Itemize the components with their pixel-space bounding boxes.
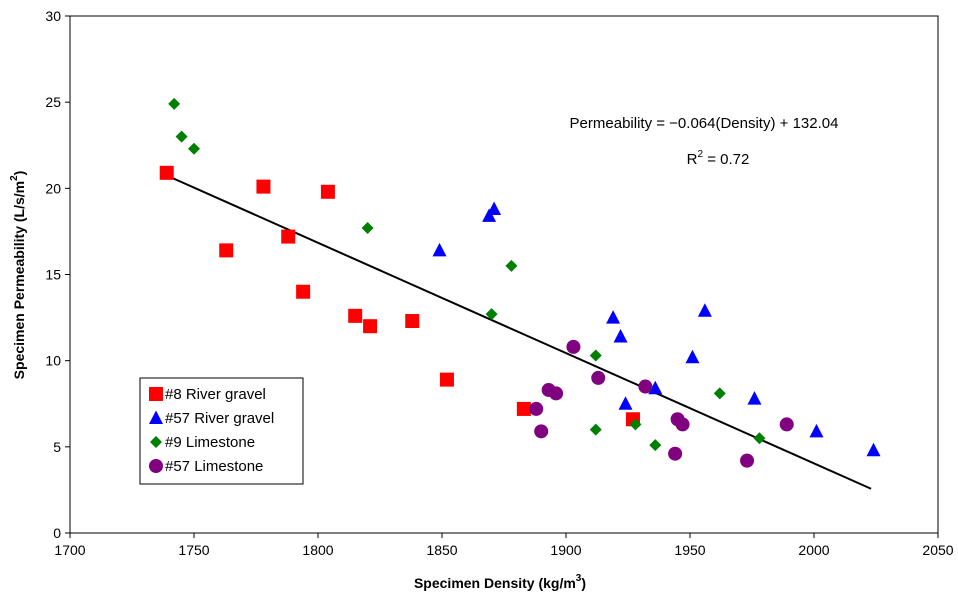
data-point [809, 423, 824, 438]
data-point [534, 424, 549, 439]
data-point [591, 370, 606, 385]
x-axis-title-tail: ) [581, 575, 586, 591]
x-tick-label: 1900 [550, 542, 581, 558]
data-point [405, 314, 420, 329]
data-point [697, 303, 712, 317]
legend-marker [149, 387, 163, 401]
data-point [613, 329, 628, 343]
data-point [175, 130, 188, 143]
legend-marker [149, 459, 163, 473]
data-point [779, 417, 794, 432]
legend-label: #8 River gravel [165, 386, 266, 403]
data-point [649, 439, 662, 452]
r-squared-prefix: R [687, 151, 698, 168]
y-axis-title-main: Specimen Permeability (L/s/m [11, 181, 27, 379]
y-axis-title-sup: 2 [9, 175, 20, 181]
data-point [675, 417, 690, 432]
data-point [740, 453, 755, 468]
legend-marker [150, 436, 162, 448]
data-point [482, 208, 497, 222]
y-tick-label: 10 [45, 353, 61, 369]
data-point [485, 308, 498, 321]
data-point [361, 221, 374, 234]
x-tick-label: 2000 [798, 542, 829, 558]
data-point [159, 165, 174, 180]
x-axis-title-sup: 3 [576, 573, 582, 584]
data-point [589, 349, 602, 362]
data-point [589, 423, 602, 436]
x-tick-label: 2050 [922, 542, 953, 558]
legend-label: #57 River gravel [165, 410, 274, 427]
data-point [566, 339, 581, 354]
data-point [296, 284, 311, 299]
data-point [516, 401, 531, 416]
x-axis-title: Specimen Density (kg/m3) [414, 573, 586, 591]
data-point [320, 184, 335, 199]
x-tick-label: 1800 [302, 542, 333, 558]
data-points [159, 97, 881, 468]
data-point [281, 229, 296, 244]
legend-marker [149, 410, 163, 424]
data-point [629, 418, 642, 431]
r-squared-sup: 2 [697, 149, 703, 160]
data-point [713, 387, 726, 400]
y-axis: 0 5 10 15 20 25 30 [45, 8, 70, 541]
legend: #8 River gravel #57 River gravel #9 Limest… [139, 377, 304, 485]
legend-label: #9 Limestone [165, 434, 255, 451]
data-point [168, 97, 181, 110]
data-point [219, 243, 234, 258]
y-tick-label: 0 [53, 525, 61, 541]
y-tick-label: 5 [53, 439, 61, 455]
data-point [439, 372, 454, 387]
x-axis: 1700 1750 1800 1850 1900 1950 2000 2050 [54, 533, 954, 558]
r-squared: R2 = 0.72 [687, 149, 750, 168]
x-tick-label: 1750 [178, 542, 209, 558]
data-point [638, 379, 653, 394]
y-tick-label: 15 [45, 267, 61, 283]
data-point [529, 401, 544, 416]
legend-box [139, 377, 304, 485]
data-point [487, 201, 502, 216]
legend-label: #57 Limestone [165, 458, 263, 475]
data-point [363, 319, 378, 334]
x-tick-label: 1950 [674, 542, 705, 558]
trendline [166, 174, 872, 490]
data-point [188, 142, 200, 155]
x-axis-title-main: Specimen Density (kg/m [414, 575, 576, 591]
x-tick-label: 1850 [426, 542, 457, 558]
data-point [753, 432, 766, 445]
r-squared-value: = 0.72 [703, 151, 749, 168]
data-point [549, 386, 564, 401]
y-tick-label: 25 [45, 94, 61, 110]
y-axis-title-tail: ) [11, 171, 27, 176]
data-point [606, 310, 621, 324]
data-point [348, 308, 363, 323]
data-point [256, 179, 271, 194]
data-point [648, 380, 663, 395]
x-tick-label: 1700 [54, 542, 85, 558]
data-point [505, 259, 518, 272]
data-point [618, 396, 633, 410]
y-tick-label: 30 [45, 8, 61, 24]
data-point [866, 442, 881, 457]
data-point [432, 242, 447, 257]
data-point [685, 349, 700, 364]
data-point [747, 391, 762, 405]
y-axis-title: Specimen Permeability (L/s/m2) [9, 171, 27, 380]
y-tick-label: 20 [45, 180, 61, 196]
trend-equation: Permeability = −0.064(Density) + 132.04 [570, 115, 839, 132]
data-point [668, 446, 683, 461]
